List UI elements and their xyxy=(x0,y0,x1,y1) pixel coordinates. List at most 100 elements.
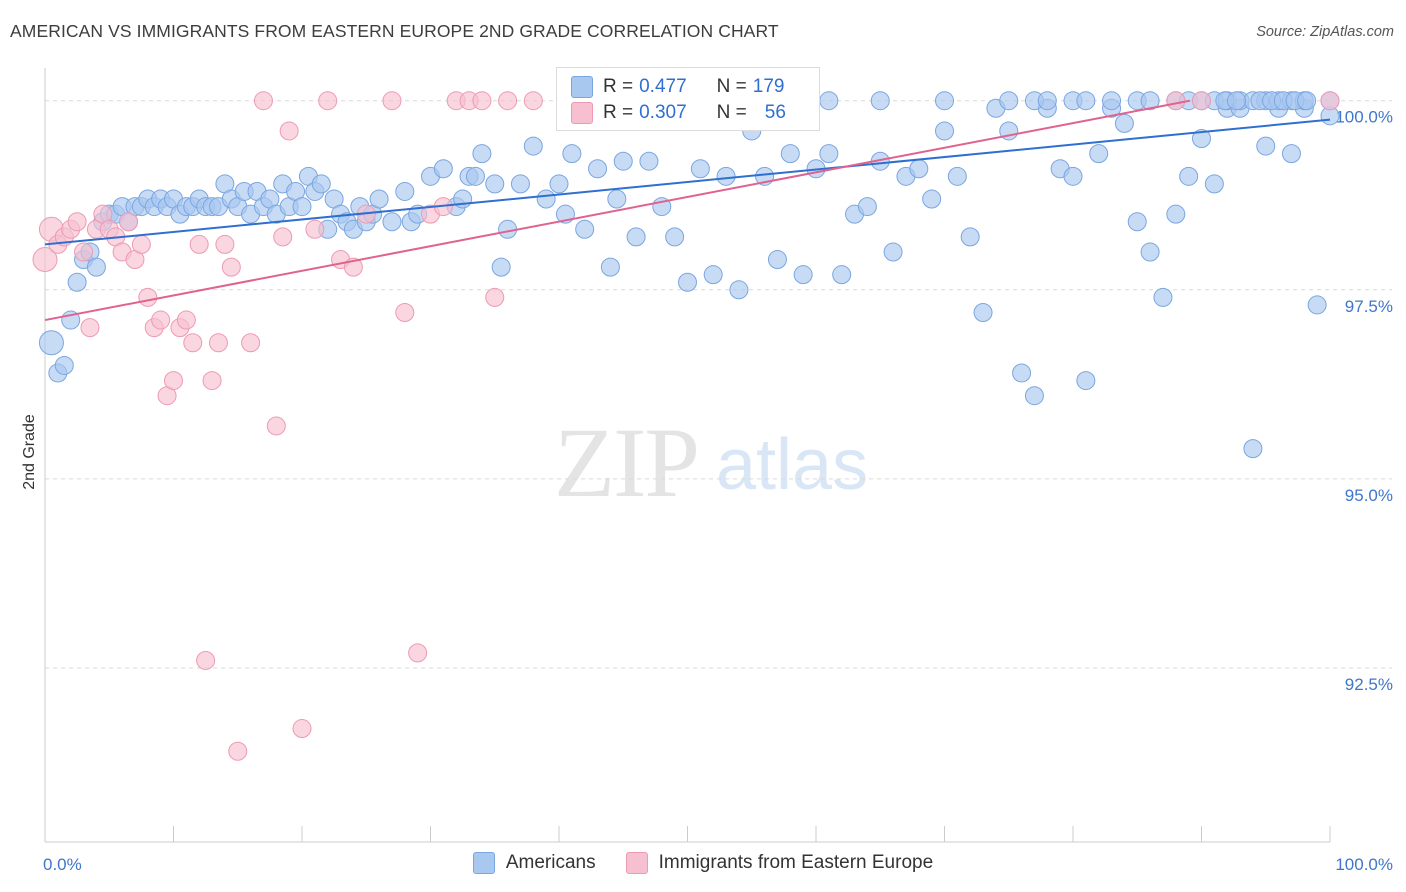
americans-point xyxy=(703,265,723,285)
americans-point xyxy=(947,166,967,186)
immigrants-point xyxy=(485,287,505,307)
americans-point xyxy=(690,159,710,179)
watermark-atlas: atlas xyxy=(716,425,869,505)
americans-swatch xyxy=(571,76,593,98)
x-tick-label: 100.0% xyxy=(1335,855,1393,874)
americans-point xyxy=(1012,363,1032,383)
immigrants-point xyxy=(202,371,222,391)
immigrants-point xyxy=(408,643,428,663)
immigrants-point xyxy=(151,310,171,330)
legend-swatch-immigrants xyxy=(625,852,648,874)
immigrants-point xyxy=(196,650,216,670)
americans-point xyxy=(549,174,569,194)
americans-point xyxy=(870,91,890,111)
immigrants-point xyxy=(1192,91,1211,111)
americans-point xyxy=(369,189,389,209)
immigrants-trend-line xyxy=(44,99,1191,322)
americans-point xyxy=(395,181,415,201)
americans-point xyxy=(588,159,608,179)
americans-point xyxy=(523,136,543,156)
americans-point xyxy=(716,166,736,186)
immigrants-point xyxy=(228,741,248,761)
source-label: Source: ZipAtlas.com xyxy=(1256,24,1394,40)
immigrants-point xyxy=(305,219,325,239)
immigrants-point xyxy=(253,91,273,111)
watermark-zip: ZIP xyxy=(554,407,700,518)
americans-point xyxy=(935,121,954,141)
immigrants-point xyxy=(208,333,228,353)
americans-point xyxy=(1140,242,1160,262)
americans-point xyxy=(1179,166,1199,186)
immigrants-point xyxy=(241,333,261,353)
americans-point xyxy=(922,189,942,209)
americans-point xyxy=(1037,91,1057,111)
americans-point xyxy=(382,212,402,232)
legend-label-immigrants: Immigrants from Eastern Europe xyxy=(658,852,934,873)
immigrants-point xyxy=(221,257,241,277)
americans-point xyxy=(433,159,453,179)
americans-point xyxy=(575,219,595,239)
immigrants-point xyxy=(80,318,100,338)
americans-point xyxy=(1227,91,1247,111)
americans-point xyxy=(639,151,659,171)
legend-label-americans: Americans xyxy=(505,852,596,873)
stats-row-immigrants: R = 0.307 N = 56 xyxy=(557,100,786,126)
immigrants-point xyxy=(472,91,492,111)
immigrants-swatch xyxy=(571,102,593,124)
immigrants-point xyxy=(1166,91,1186,111)
y-tick-label: 97.5% xyxy=(1345,297,1393,316)
americans-point xyxy=(67,272,87,292)
americans-point xyxy=(311,174,331,194)
americans-point xyxy=(832,265,852,285)
americans-r-label: R = xyxy=(603,76,634,97)
immigrants-point xyxy=(266,416,286,436)
immigrants-point xyxy=(318,91,338,111)
americans-point xyxy=(607,189,627,209)
americans-point xyxy=(1153,287,1173,307)
americans-point xyxy=(510,174,530,194)
americans-point xyxy=(1281,144,1301,164)
americans-point xyxy=(485,174,505,194)
legend: Americans Immigrants from Eastern Europe xyxy=(0,852,1406,874)
americans-point xyxy=(1204,174,1224,194)
americans-point xyxy=(1076,371,1096,391)
immigrants-point xyxy=(292,719,312,739)
americans-point xyxy=(999,91,1019,111)
americans-point xyxy=(1256,136,1276,156)
immigrants-n-value: 56 xyxy=(764,102,786,123)
americans-point xyxy=(1307,295,1327,315)
americans-point xyxy=(729,280,749,300)
immigrants-point xyxy=(273,227,293,247)
immigrants-r-value: 0.307 xyxy=(639,102,687,123)
americans-point xyxy=(1076,91,1096,111)
immigrants-point xyxy=(523,91,543,111)
americans-point xyxy=(292,197,312,217)
americans-point xyxy=(1297,91,1317,111)
americans-point xyxy=(536,189,556,209)
americans-point xyxy=(600,257,620,277)
americans-point xyxy=(780,144,800,164)
americans-point xyxy=(793,265,813,285)
americans-point xyxy=(767,250,787,270)
americans-point xyxy=(472,144,492,164)
americans-point xyxy=(491,257,511,277)
legend-item-americans[interactable]: Americans xyxy=(472,852,596,874)
immigrants-point xyxy=(189,234,209,254)
immigrants-r-label: R = xyxy=(603,102,634,123)
immigrants-point xyxy=(74,242,94,262)
immigrants-point xyxy=(382,91,402,111)
immigrants-point xyxy=(1320,91,1340,111)
americans-point xyxy=(1140,91,1160,111)
immigrants-point xyxy=(131,234,151,254)
legend-item-immigrants[interactable]: Immigrants from Eastern Europe xyxy=(625,852,934,874)
immigrants-point xyxy=(279,121,299,141)
americans-point xyxy=(38,330,64,356)
immigrants-point xyxy=(395,302,415,322)
stats-box: R = 0.477 N = 179 R = 0.307 N = 56 xyxy=(556,67,820,131)
immigrants-point xyxy=(183,333,203,353)
americans-point xyxy=(465,166,485,186)
americans-point xyxy=(1114,113,1134,133)
americans-point xyxy=(1063,166,1083,186)
americans-point xyxy=(857,197,877,217)
